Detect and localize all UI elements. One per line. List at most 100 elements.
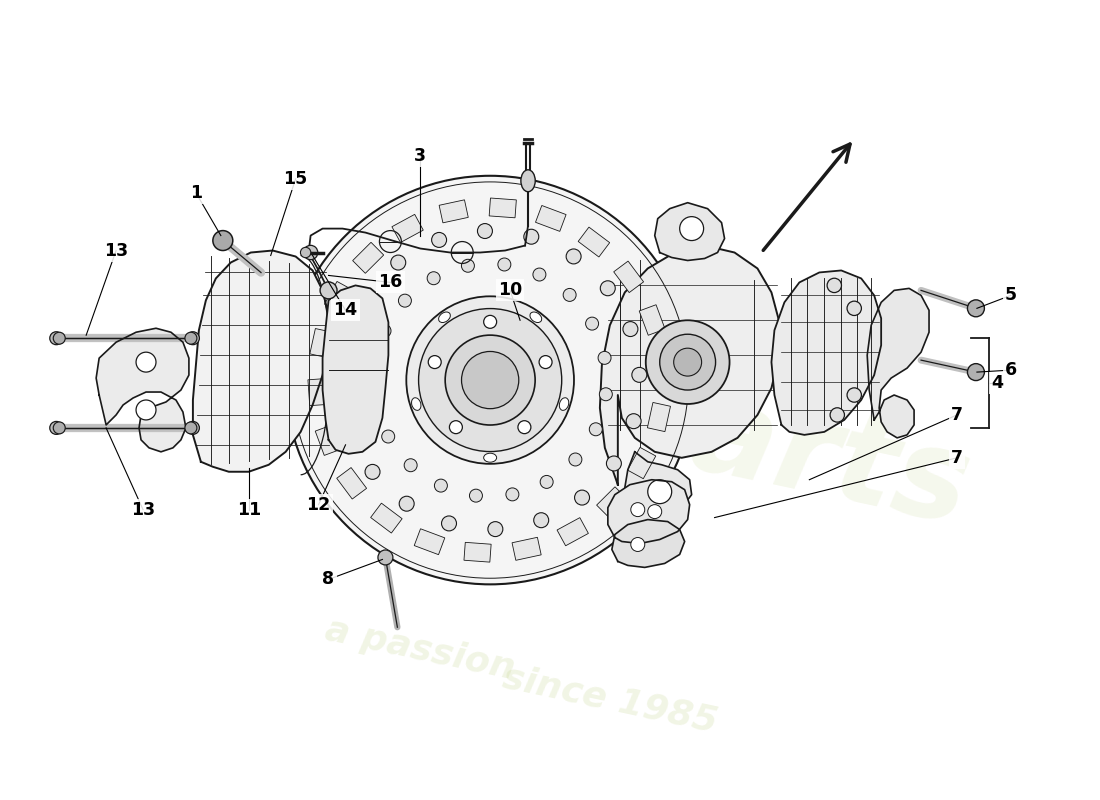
Ellipse shape: [648, 505, 662, 518]
Ellipse shape: [566, 249, 581, 264]
Bar: [639, 305, 665, 335]
Bar: [512, 538, 541, 560]
Ellipse shape: [441, 516, 456, 531]
Polygon shape: [322, 286, 388, 454]
Ellipse shape: [559, 398, 569, 410]
Ellipse shape: [136, 400, 156, 420]
Ellipse shape: [439, 312, 450, 322]
Ellipse shape: [365, 465, 380, 479]
Bar: [415, 529, 444, 554]
Bar: [324, 282, 353, 313]
Ellipse shape: [847, 388, 861, 402]
Ellipse shape: [498, 258, 510, 271]
Text: 6: 6: [1004, 361, 1016, 379]
Polygon shape: [192, 250, 329, 472]
Text: 13: 13: [104, 242, 129, 259]
Bar: [308, 378, 328, 406]
Ellipse shape: [390, 255, 406, 270]
Ellipse shape: [450, 421, 462, 434]
Bar: [316, 425, 341, 455]
Ellipse shape: [623, 322, 638, 337]
Ellipse shape: [382, 430, 395, 443]
Text: 1: 1: [190, 184, 202, 202]
Ellipse shape: [286, 176, 694, 584]
Ellipse shape: [967, 300, 984, 317]
Ellipse shape: [186, 332, 199, 345]
Ellipse shape: [600, 388, 613, 401]
Ellipse shape: [563, 289, 576, 302]
Ellipse shape: [626, 414, 641, 429]
Ellipse shape: [521, 170, 536, 192]
Ellipse shape: [136, 352, 156, 372]
Ellipse shape: [506, 488, 519, 501]
Ellipse shape: [185, 422, 197, 434]
Bar: [337, 467, 366, 499]
Bar: [353, 242, 384, 274]
Ellipse shape: [540, 475, 553, 488]
Text: since 1985: since 1985: [499, 660, 720, 738]
Ellipse shape: [359, 290, 374, 304]
Ellipse shape: [378, 550, 393, 565]
Ellipse shape: [404, 458, 417, 472]
Bar: [652, 354, 672, 382]
Bar: [392, 214, 424, 242]
Ellipse shape: [648, 480, 672, 504]
Ellipse shape: [524, 230, 539, 244]
Polygon shape: [654, 202, 725, 261]
Ellipse shape: [532, 268, 546, 281]
Ellipse shape: [213, 230, 233, 250]
Ellipse shape: [370, 396, 382, 409]
Ellipse shape: [590, 423, 603, 436]
Ellipse shape: [185, 332, 197, 344]
Ellipse shape: [398, 294, 411, 307]
Ellipse shape: [660, 334, 716, 390]
Text: 13: 13: [131, 501, 155, 518]
Bar: [371, 503, 403, 533]
Ellipse shape: [534, 513, 549, 528]
Bar: [439, 200, 469, 223]
Text: 7: 7: [952, 406, 962, 424]
Ellipse shape: [967, 364, 984, 381]
Bar: [579, 227, 609, 257]
Ellipse shape: [428, 356, 441, 369]
Text: 5: 5: [1004, 286, 1016, 304]
Ellipse shape: [462, 351, 519, 409]
Ellipse shape: [368, 359, 381, 372]
Ellipse shape: [827, 278, 842, 293]
Ellipse shape: [304, 246, 318, 260]
Ellipse shape: [630, 538, 645, 551]
Ellipse shape: [646, 320, 729, 404]
Bar: [464, 542, 491, 562]
Ellipse shape: [518, 421, 531, 434]
Ellipse shape: [320, 282, 337, 299]
Text: 12: 12: [307, 496, 331, 514]
Ellipse shape: [606, 456, 621, 471]
Ellipse shape: [53, 332, 65, 344]
Ellipse shape: [461, 259, 474, 272]
Ellipse shape: [574, 490, 590, 505]
Ellipse shape: [470, 489, 483, 502]
Bar: [596, 487, 628, 518]
Ellipse shape: [434, 479, 448, 492]
Ellipse shape: [53, 422, 65, 434]
Ellipse shape: [585, 317, 598, 330]
Ellipse shape: [50, 332, 63, 345]
Polygon shape: [625, 452, 692, 512]
Text: 4: 4: [991, 374, 1003, 392]
Bar: [614, 261, 644, 293]
Ellipse shape: [631, 367, 647, 382]
Ellipse shape: [378, 324, 390, 338]
Text: 14: 14: [333, 302, 358, 319]
Polygon shape: [867, 288, 930, 438]
Ellipse shape: [186, 422, 199, 434]
Text: a passion: a passion: [322, 613, 518, 686]
Text: carparts: carparts: [378, 310, 981, 550]
Ellipse shape: [300, 247, 311, 258]
Ellipse shape: [342, 424, 358, 438]
Text: 10: 10: [498, 282, 522, 299]
Polygon shape: [600, 246, 780, 485]
Ellipse shape: [477, 223, 493, 238]
Ellipse shape: [431, 233, 447, 247]
Ellipse shape: [598, 351, 611, 364]
Text: 3: 3: [415, 147, 427, 165]
